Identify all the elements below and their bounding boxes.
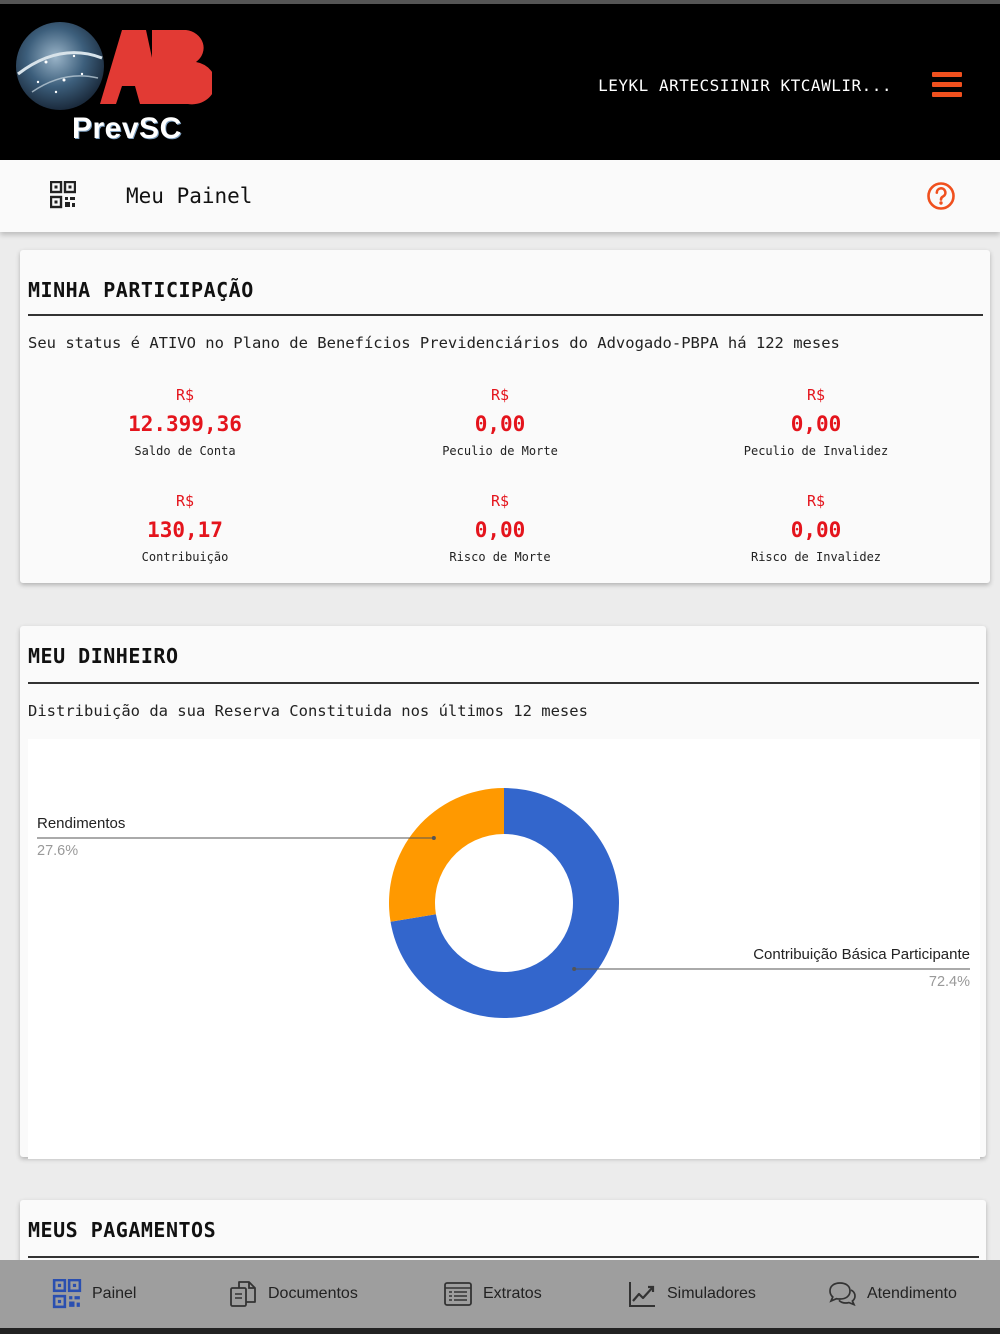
stat-value: 0,00 [474, 412, 526, 436]
qr-code-icon [50, 181, 76, 209]
user-name: LEYKL ARTECSIINIR KTCAWLIR... [598, 76, 892, 95]
stat-currency: R$ [490, 386, 510, 404]
money-description: Distribuição da sua Reserva Constituida … [28, 702, 588, 720]
nav-item-simuladores[interactable]: Simuladores [627, 1260, 756, 1328]
money-card: MEU DINHEIRO Distribuição da sua Reserva… [20, 626, 986, 1159]
stat-peculio-de-morte: R$ 0,00 Peculio de Morte [350, 386, 650, 458]
stat-label: Risco de Invalidez [750, 550, 882, 564]
chart-line-icon [629, 1282, 655, 1307]
page-header: Meu Painel [0, 160, 1000, 232]
chart-label-rendimentos: Rendimentos [37, 815, 126, 832]
reserve-donut-chart: Rendimentos 27.6% Contribuição Básica Pa… [28, 739, 980, 1159]
stat-value: 0,00 [790, 518, 842, 542]
chart-percent-contribuicao: 72.4% [928, 974, 970, 990]
nav-item-painel[interactable]: Painel [52, 1260, 136, 1328]
help-circle-icon[interactable] [926, 181, 956, 211]
stat-currency: R$ [175, 492, 195, 510]
participation-card: MINHA PARTICIPAÇÃO Seu status é ATIVO no… [20, 250, 990, 583]
stat-currency: R$ [175, 386, 195, 404]
hamburger-icon [932, 72, 962, 77]
stat-saldo-de-conta: R$ 12.399,36 Saldo de Conta [35, 386, 335, 458]
nav-item-documentos[interactable]: Documentos [228, 1260, 358, 1328]
donut-slice-1 [388, 788, 504, 922]
stat-label: Contribuição [141, 550, 229, 564]
chart-percent-rendimentos: 27.6% [37, 843, 79, 859]
divider [28, 682, 979, 684]
donut-chart-svg [37, 788, 970, 1018]
page-title: Meu Painel [126, 184, 253, 208]
divider [28, 1256, 979, 1258]
nav-item-extratos[interactable]: Extratos [443, 1260, 542, 1328]
participation-title: MINHA PARTICIPAÇÃO [28, 278, 254, 302]
donut-slice-0 [390, 788, 619, 1018]
chat-icon [829, 1282, 856, 1307]
nav-label: Painel [92, 1285, 137, 1302]
divider [28, 314, 983, 316]
stat-value: 12.399,36 [128, 412, 242, 436]
documents-icon [230, 1281, 256, 1307]
stat-label: Peculio de Invalidez [743, 444, 889, 458]
oab-prevsc-logo: PrevSC [12, 22, 216, 152]
bottom-navigation: Painel Documentos Extratos Simuladores [0, 1260, 1000, 1334]
nav-label: Extratos [483, 1285, 542, 1302]
nav-label: Documentos [268, 1285, 358, 1302]
nav-item-atendimento[interactable]: Atendimento [827, 1260, 957, 1328]
stat-currency: R$ [806, 386, 826, 404]
top-bar: PrevSC LEYKL ARTECSIINIR KTCAWLIR... [0, 0, 1000, 160]
participation-status: Seu status é ATIVO no Plano de Benefício… [28, 334, 840, 352]
qr-code-icon [52, 1279, 82, 1309]
nav-label: Simuladores [667, 1285, 756, 1302]
payments-title: MEUS PAGAMENTOS [28, 1218, 217, 1242]
stat-label: Peculio de Morte [442, 444, 558, 458]
stat-risco-de-morte: R$ 0,00 Risco de Morte [350, 492, 650, 564]
stat-label: Risco de Morte [449, 550, 551, 564]
chart-label-contribuicao: Contribuição Básica Participante [753, 946, 970, 963]
stat-contribuicao: R$ 130,17 Contribuição [35, 492, 335, 564]
list-icon [444, 1282, 472, 1306]
nav-label: Atendimento [867, 1285, 957, 1302]
stat-value: 0,00 [474, 518, 526, 542]
stat-currency: R$ [806, 492, 826, 510]
stat-label: Saldo de Conta [134, 444, 236, 458]
money-title: MEU DINHEIRO [28, 644, 179, 668]
leader-dot-1 [431, 836, 436, 840]
leader-dot-0 [572, 967, 577, 971]
menu-button[interactable] [932, 72, 962, 100]
stat-currency: R$ [490, 492, 510, 510]
stat-risco-de-invalidez: R$ 0,00 Risco de Invalidez [666, 492, 966, 564]
stat-peculio-de-invalidez: R$ 0,00 Peculio de Invalidez [666, 386, 966, 458]
logo-wordmark: PrevSC [72, 112, 182, 145]
stat-value: 130,17 [147, 518, 223, 542]
stat-value: 0,00 [790, 412, 842, 436]
